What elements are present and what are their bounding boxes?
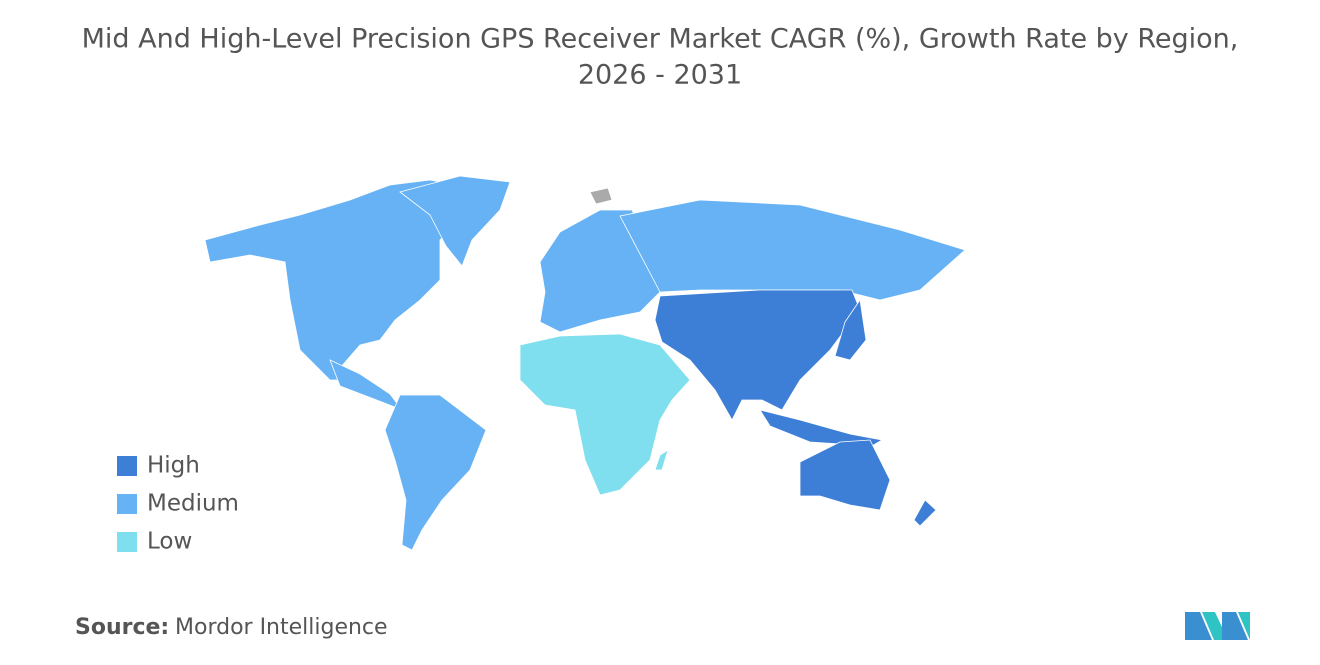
southeast-asia [759, 409, 884, 447]
europe [539, 209, 661, 333]
north-america [204, 179, 481, 381]
madagascar [654, 449, 669, 471]
greenland [399, 175, 511, 267]
source-text: Mordor Intelligence [175, 615, 388, 640]
south-america [384, 394, 487, 551]
australia [799, 439, 891, 511]
legend-swatch [117, 456, 137, 476]
source-label: Source: [75, 615, 169, 640]
legend: High Medium Low [117, 453, 239, 555]
russia [619, 199, 966, 301]
logo [1185, 612, 1250, 640]
title-line: 2026 - 2031 [578, 60, 742, 91]
logo-part [1238, 612, 1250, 640]
japan [834, 298, 867, 361]
legend-swatch [117, 532, 137, 552]
legend-label: High [147, 453, 200, 479]
new-zealand [913, 499, 937, 527]
central-america [329, 359, 404, 411]
logo-part [1222, 612, 1248, 640]
legend-swatch [117, 494, 137, 514]
logo-part [1202, 612, 1228, 640]
asia [654, 289, 861, 421]
svalbard [589, 187, 613, 205]
logo-part [1185, 612, 1212, 640]
world-map [204, 175, 966, 551]
title-line: Mid And High-Level Precision GPS Receive… [82, 24, 1239, 55]
legend-label: Medium [147, 491, 239, 517]
legend-label: Low [147, 529, 192, 555]
africa-middle-east [519, 333, 691, 496]
